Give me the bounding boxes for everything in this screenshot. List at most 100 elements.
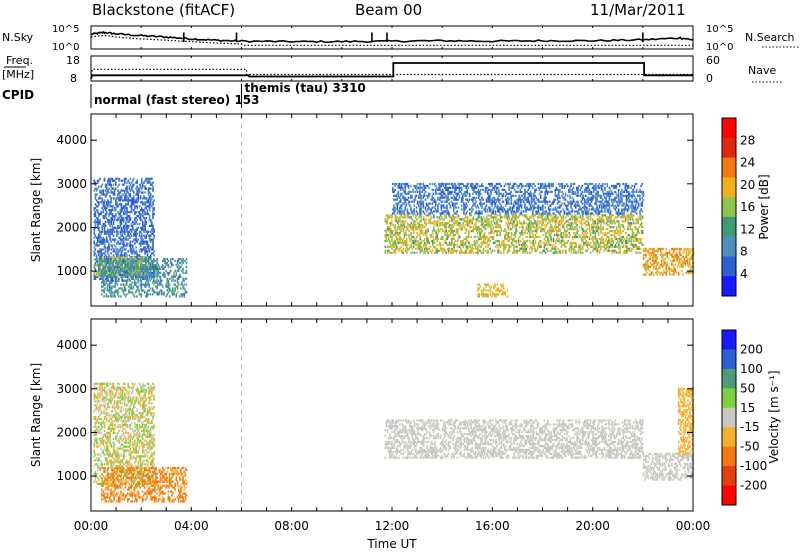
heat-cell bbox=[129, 211, 132, 214]
heat-cell bbox=[163, 271, 165, 274]
heat-cell bbox=[421, 190, 423, 193]
heat-cell bbox=[131, 258, 134, 261]
heat-cell bbox=[583, 230, 585, 233]
heat-cell bbox=[433, 245, 435, 248]
heat-cell bbox=[613, 232, 616, 235]
heat-cell bbox=[409, 239, 411, 243]
heat-cell bbox=[464, 206, 466, 209]
heat-cell bbox=[506, 234, 508, 237]
heat-cell bbox=[102, 240, 105, 243]
heat-cell bbox=[182, 279, 184, 282]
heat-cell bbox=[129, 240, 132, 243]
heat-cell bbox=[407, 214, 409, 217]
heat-cell bbox=[597, 218, 600, 221]
heat-cell bbox=[420, 232, 423, 235]
heat-cell bbox=[96, 218, 99, 222]
heat-cell bbox=[611, 245, 613, 248]
heat-cell bbox=[440, 204, 443, 207]
heat-cell bbox=[446, 235, 449, 239]
heat-cell bbox=[453, 249, 455, 252]
heat-cell bbox=[574, 226, 576, 229]
heat-cell bbox=[104, 248, 107, 251]
heat-cell bbox=[384, 249, 387, 252]
heat-cell bbox=[402, 224, 405, 227]
heat-cell bbox=[534, 239, 537, 243]
heat-cell bbox=[433, 182, 436, 186]
heat-cell bbox=[95, 244, 98, 247]
heat-cell bbox=[124, 197, 126, 200]
heat-cell bbox=[139, 201, 142, 204]
heat-cell bbox=[553, 220, 556, 223]
heat-cell bbox=[100, 191, 102, 194]
heat-cell bbox=[127, 275, 129, 278]
heat-cell bbox=[620, 239, 622, 243]
heat-cell bbox=[557, 226, 559, 229]
heat-cell bbox=[185, 291, 188, 294]
heat-cell bbox=[117, 218, 119, 222]
heat-cell bbox=[152, 201, 154, 204]
heat-cell bbox=[618, 241, 620, 244]
heat-cell bbox=[442, 243, 444, 246]
heat-cell bbox=[402, 202, 404, 205]
heat-cell bbox=[480, 224, 482, 227]
heat-cell bbox=[420, 212, 422, 215]
heat-cell bbox=[131, 291, 134, 294]
heat-cell bbox=[624, 251, 627, 254]
heat-cell bbox=[636, 237, 638, 241]
heat-cell bbox=[104, 209, 107, 212]
heat-cell bbox=[102, 203, 105, 206]
heat-cell bbox=[145, 285, 147, 288]
heat-cell bbox=[442, 212, 445, 215]
heat-cell bbox=[142, 271, 145, 274]
heat-cell bbox=[439, 228, 442, 231]
heat-cell bbox=[136, 259, 138, 263]
heat-cell bbox=[429, 249, 432, 252]
heat-cell bbox=[99, 189, 101, 192]
heat-cell bbox=[401, 186, 403, 189]
heat-cell bbox=[114, 295, 117, 298]
heat-cell bbox=[163, 275, 165, 278]
heat-cell bbox=[487, 188, 490, 191]
heat-cell bbox=[147, 258, 149, 261]
heat-cell bbox=[178, 275, 181, 278]
heat-cell bbox=[96, 272, 99, 275]
heat-cell bbox=[394, 216, 397, 219]
heat-cell bbox=[492, 218, 495, 221]
heat-cell bbox=[145, 220, 147, 224]
heat-cell bbox=[115, 289, 118, 292]
heat-cell bbox=[135, 193, 137, 196]
heat-cell bbox=[148, 275, 151, 279]
heat-cell bbox=[426, 239, 428, 243]
heat-cell bbox=[399, 247, 401, 250]
heat-cell bbox=[487, 224, 489, 227]
heat-cell bbox=[389, 228, 391, 231]
heat-cell bbox=[399, 206, 402, 209]
heat-cell bbox=[422, 239, 425, 243]
heat-cell bbox=[99, 240, 101, 243]
heat-cell bbox=[524, 241, 526, 244]
heat-cell bbox=[113, 230, 116, 233]
heat-cell bbox=[449, 216, 452, 219]
heat-cell bbox=[126, 199, 128, 202]
heat-cell bbox=[393, 249, 396, 252]
heat-cell bbox=[401, 239, 403, 243]
heat-cell bbox=[176, 263, 179, 267]
heat-cell bbox=[402, 243, 405, 246]
heat-cell bbox=[115, 273, 118, 276]
heat-cell bbox=[114, 283, 117, 286]
heat-cell bbox=[140, 262, 143, 265]
heat-cell bbox=[619, 230, 621, 233]
heat-cell bbox=[507, 182, 509, 186]
heat-cell bbox=[474, 245, 477, 248]
heat-cell bbox=[568, 228, 571, 231]
heat-cell bbox=[515, 249, 517, 252]
heat-cell bbox=[122, 244, 125, 247]
heat-cell bbox=[151, 263, 154, 267]
heat-cell bbox=[125, 281, 128, 284]
heat-cell bbox=[113, 295, 115, 298]
heat-cell bbox=[594, 245, 596, 248]
heat-cell bbox=[473, 202, 475, 205]
heat-cell bbox=[596, 251, 599, 254]
heat-cell bbox=[105, 238, 108, 241]
heat-cell bbox=[477, 192, 480, 195]
